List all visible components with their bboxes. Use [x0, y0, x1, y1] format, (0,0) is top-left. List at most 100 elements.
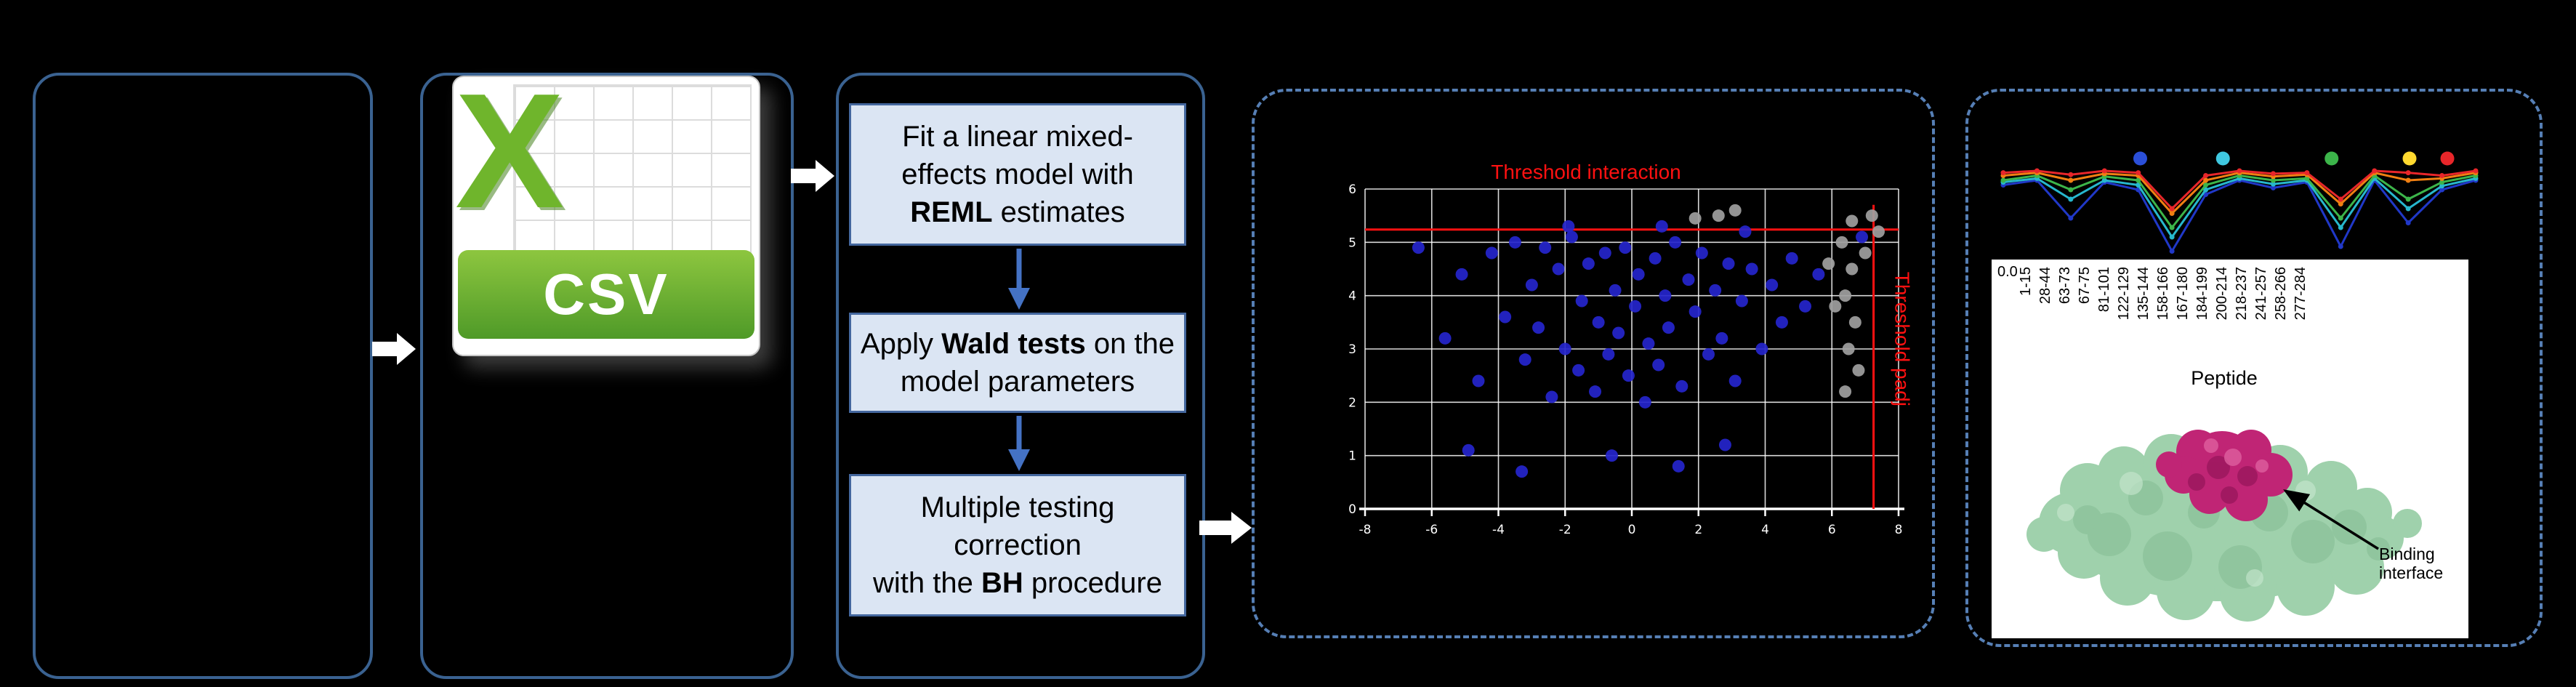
- condition-dots: [2133, 151, 2455, 166]
- peptide-tick-label: 184-199: [2194, 267, 2210, 321]
- data-point: [1842, 342, 1855, 355]
- data-point: [1462, 443, 1475, 457]
- excel-x-letter: X: [455, 59, 565, 242]
- data-point: [1558, 342, 1571, 355]
- volcano-plot: -8 -6 -4 -2 0 2 4 6 8 0 1 2 3 4 5 6 Threshold interactio…: [1348, 161, 1914, 537]
- data-point: [1485, 246, 1498, 260]
- y-tick-label: 2: [1348, 395, 1356, 410]
- csv-label: CSV: [543, 262, 669, 326]
- peptide-tick-label: 200-214: [2214, 267, 2230, 321]
- condition-dot: [2133, 151, 2147, 166]
- peptide-tick-label: 67-75: [2077, 267, 2093, 305]
- data-point: [1766, 278, 1779, 292]
- data-point: [1455, 268, 1468, 281]
- data-point: [1702, 347, 1715, 361]
- line-series-cyan: [2000, 175, 2479, 240]
- data-point: [1822, 257, 1835, 270]
- data-point: [1856, 230, 1869, 244]
- data-point: [1745, 262, 1758, 276]
- data-point: [1472, 374, 1485, 387]
- data-point: [1722, 257, 1735, 270]
- data-point: [1605, 449, 1618, 462]
- right-arrow-icon: [372, 333, 416, 365]
- peptide-axis-title: Peptide: [2191, 367, 2258, 389]
- flow-step-text: on the model parameters: [900, 328, 1175, 398]
- binding-interface-shading: [2188, 456, 2258, 504]
- x-tick-label: 0: [1628, 523, 1636, 537]
- data-point: [1572, 363, 1585, 377]
- data-point: [1709, 284, 1722, 297]
- volcano-points-blue-points: [1412, 220, 1869, 478]
- data-point: [1839, 289, 1852, 302]
- flow-step-text: Multiple testing correction: [920, 491, 1115, 561]
- data-point: [1592, 316, 1605, 329]
- volcano-grid: [1364, 188, 1899, 510]
- data-point: [1412, 241, 1425, 254]
- threshold-padj-label: Threshold padj: [1891, 272, 1914, 406]
- data-point: [1689, 305, 1702, 318]
- data-point: [1609, 284, 1622, 297]
- data-point: [1662, 321, 1675, 334]
- data-point: [1846, 262, 1859, 276]
- flow-step-text: procedure: [1023, 567, 1162, 599]
- peptide-tick-label: 81-101: [2096, 267, 2112, 313]
- condition-dot: [2215, 151, 2230, 166]
- data-point: [1712, 209, 1725, 222]
- peptide-tick-label: 1-15: [2018, 267, 2034, 297]
- flow-step-text: Apply: [860, 328, 942, 360]
- flow-step-text: Wald tests: [941, 328, 1086, 360]
- peptide-tick-label: 241-257: [2253, 267, 2269, 321]
- data-point: [1755, 342, 1768, 355]
- flow-step-text: BH: [981, 567, 1023, 599]
- data-point: [1612, 326, 1625, 340]
- data-point: [1619, 241, 1632, 254]
- peptide-tick-label: 167-180: [2175, 267, 2191, 321]
- data-point: [1508, 236, 1521, 249]
- data-point: [1562, 220, 1575, 233]
- data-point: [1739, 225, 1752, 238]
- condition-dot: [2325, 151, 2339, 166]
- data-point: [1499, 310, 1512, 324]
- data-point: [1848, 316, 1861, 329]
- flow-step-text: Fit a linear mixed-effects model with: [901, 121, 1134, 190]
- y-tick-label: 6: [1348, 182, 1356, 197]
- data-point: [1649, 252, 1662, 265]
- threshold-interaction-label: Threshold interaction: [1491, 161, 1681, 183]
- binding-interface-arrow: [2283, 489, 2379, 550]
- x-tick-label: -2: [1559, 523, 1571, 537]
- peptide-tick-label: 28-44: [2037, 267, 2053, 305]
- data-point: [1655, 220, 1668, 233]
- data-point: [1632, 268, 1645, 281]
- y-tick-label: 5: [1348, 236, 1356, 250]
- y-tick-label: 3: [1348, 342, 1356, 357]
- data-point: [1589, 385, 1602, 398]
- data-point: [1715, 332, 1728, 345]
- data-point: [1638, 395, 1651, 409]
- peptide-tick-label: 122-129: [2116, 267, 2132, 321]
- data-point: [1598, 246, 1611, 260]
- x-tick-label: -8: [1359, 523, 1372, 537]
- x-tick-label: 8: [1895, 523, 1903, 537]
- peptide-figure-card: 0.0 1-15 28-44 63-73 67-75 81-101 122-129 135-…: [1992, 260, 2468, 638]
- data-point: [1582, 257, 1595, 270]
- flow-step-reml: Fit a linear mixed-effects model with RE…: [849, 103, 1186, 246]
- peptide-tick-label: 218-237: [2234, 267, 2250, 321]
- data-point: [1846, 214, 1859, 228]
- flow-step-text: with the: [873, 567, 981, 599]
- csv-banner: CSV: [458, 250, 754, 339]
- data-point: [1718, 438, 1731, 451]
- protein-structure: [2026, 430, 2422, 622]
- y-axis-tick-label: 0.0: [1997, 264, 2018, 280]
- data-point: [1539, 241, 1552, 254]
- data-point: [1695, 246, 1708, 260]
- binding-interface-highlights: [2204, 438, 2269, 473]
- spreadsheet-grid: [513, 84, 752, 253]
- volcano-panel: [1252, 89, 1935, 638]
- data-point: [1669, 236, 1682, 249]
- data-point: [1659, 289, 1672, 302]
- data-point: [1675, 379, 1689, 393]
- data-point: [1525, 278, 1538, 292]
- x-tick-label: 2: [1694, 523, 1702, 537]
- peptide-tick-label: 158-166: [2155, 267, 2171, 321]
- binding-interface-label: Binding interface: [2379, 545, 2444, 582]
